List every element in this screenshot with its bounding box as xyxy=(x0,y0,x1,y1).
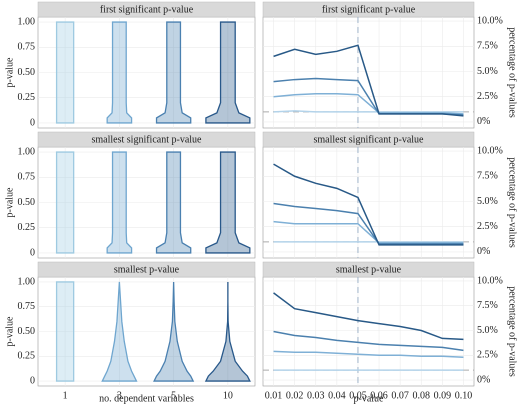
y-tick-label: 5.0% xyxy=(477,325,498,336)
x-tick-label: 0.02 xyxy=(286,390,304,401)
violin xyxy=(205,151,251,254)
panel-background xyxy=(262,16,475,129)
y-tick-label: 0.25 xyxy=(18,222,36,233)
y-axis-label: p-value xyxy=(4,57,15,88)
line xyxy=(273,330,464,352)
y-tick-label: 2.5% xyxy=(477,350,498,361)
x-tick-label: 0.09 xyxy=(434,390,452,401)
y-tick-label: 0.50 xyxy=(18,326,36,337)
facet-strip xyxy=(37,131,256,148)
y-axis-label: percentage of p-values xyxy=(507,286,518,377)
y-tick-label: 7.5% xyxy=(477,41,498,52)
line xyxy=(273,44,464,117)
y-tick-label: 10.0% xyxy=(477,275,503,286)
x-tick-label: 1 xyxy=(63,390,68,401)
x-axis-label: p-value xyxy=(354,393,385,404)
y-tick-label: 0.75 xyxy=(18,301,36,312)
x-tick-label: 3 xyxy=(117,390,122,401)
line xyxy=(273,202,464,245)
y-tick-label: 0.50 xyxy=(18,197,36,208)
facet-strip xyxy=(262,131,475,148)
facet-strip xyxy=(37,1,256,18)
y-axis-label: p-value xyxy=(4,316,15,347)
facet-title: first significant p-value xyxy=(100,4,194,15)
facet-strip xyxy=(262,1,475,18)
y-tick-label: 0 xyxy=(30,375,35,386)
facet-title: first significant p-value xyxy=(322,4,416,15)
y-tick-label: 1.00 xyxy=(18,276,36,287)
x-tick-label: 0.08 xyxy=(413,390,431,401)
x-tick-label: 10 xyxy=(223,390,233,401)
y-tick-label: 7.5% xyxy=(477,171,498,182)
line xyxy=(273,350,464,359)
y-tick-label: 0% xyxy=(477,246,490,257)
x-tick-label: 0.01 xyxy=(265,390,283,401)
line xyxy=(273,110,464,113)
y-tick-label: 0.75 xyxy=(18,42,36,53)
x-tick-label: 0.04 xyxy=(328,390,346,401)
violin xyxy=(155,151,192,254)
violin xyxy=(55,151,75,254)
violin xyxy=(55,21,75,124)
facet-title: smallest significant p-value xyxy=(92,134,203,145)
facet-title: smallest p-value xyxy=(336,264,402,275)
y-tick-label: 2.5% xyxy=(477,221,498,232)
y-tick-label: 0 xyxy=(30,247,35,258)
x-tick-label: 5 xyxy=(171,390,176,401)
y-tick-label: 0.25 xyxy=(18,351,36,362)
facet-title: smallest significant p-value xyxy=(314,134,425,145)
y-tick-label: 1.00 xyxy=(18,146,36,157)
y-tick-label: 0% xyxy=(477,116,490,127)
violin xyxy=(55,281,75,382)
y-tick-label: 0 xyxy=(30,117,35,128)
facet-title: smallest p-value xyxy=(114,264,180,275)
x-tick-label: 0.05 xyxy=(349,390,367,401)
y-tick-label: 0.25 xyxy=(18,92,36,103)
y-tick-label: 10.0% xyxy=(477,145,503,156)
panel-background xyxy=(262,146,475,259)
violin xyxy=(205,21,251,124)
panel-background xyxy=(262,276,475,387)
y-tick-label: 10.0% xyxy=(477,15,503,26)
y-tick-label: 0.50 xyxy=(18,67,36,78)
violin xyxy=(204,281,251,382)
line xyxy=(273,292,464,341)
y-tick-label: 1.00 xyxy=(18,16,36,27)
y-tick-label: 5.0% xyxy=(477,66,498,77)
violin xyxy=(106,21,133,124)
violin xyxy=(101,281,138,382)
y-tick-label: 5.0% xyxy=(477,196,498,207)
line xyxy=(273,92,464,115)
line xyxy=(273,163,464,246)
x-tick-label: 0.07 xyxy=(391,390,409,401)
y-tick-label: 2.5% xyxy=(477,91,498,102)
violin xyxy=(155,21,192,124)
y-tick-label: 0% xyxy=(477,374,490,385)
x-tick-label: 0.06 xyxy=(370,390,388,401)
x-axis-label: no. dependent variables xyxy=(99,393,194,404)
facet-strip xyxy=(37,261,256,278)
y-axis-label: percentage of p-values xyxy=(507,27,518,118)
line xyxy=(273,220,464,244)
y-tick-label: 0.75 xyxy=(18,172,36,183)
y-axis-label: p-value xyxy=(4,187,15,218)
violin xyxy=(153,281,195,382)
violin xyxy=(106,151,133,254)
x-tick-label: 0.10 xyxy=(455,390,473,401)
y-tick-label: 7.5% xyxy=(477,300,498,311)
y-axis-label: percentage of p-values xyxy=(507,157,518,248)
facet-strip xyxy=(262,261,475,278)
x-tick-label: 0.03 xyxy=(307,390,325,401)
